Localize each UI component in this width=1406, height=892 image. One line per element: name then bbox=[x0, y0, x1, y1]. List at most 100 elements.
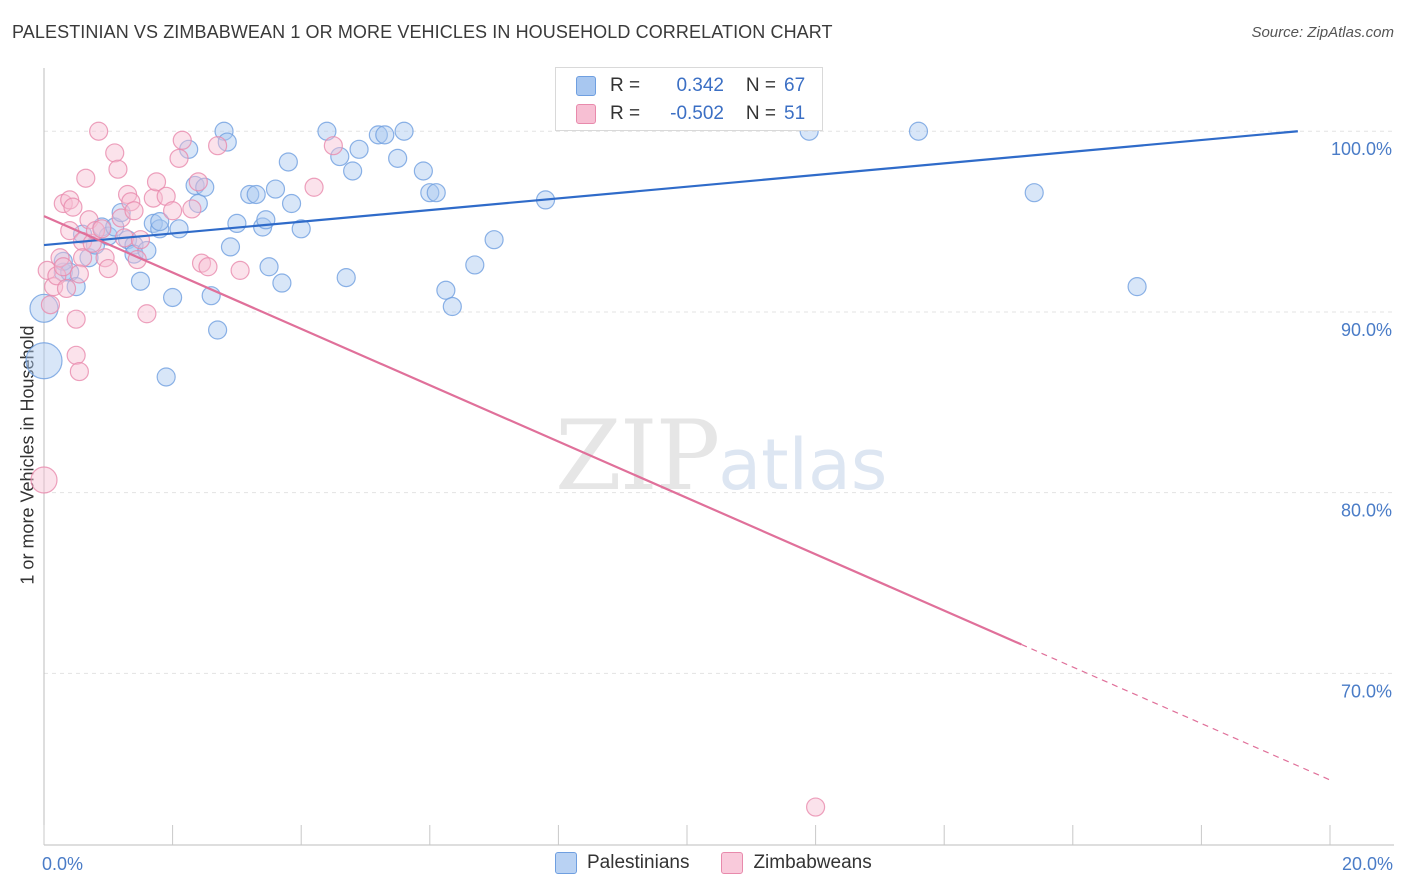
point-zimbabweans bbox=[56, 278, 77, 299]
point-zimbabweans bbox=[124, 201, 144, 221]
watermark-atlas: atlas bbox=[718, 424, 888, 506]
y-tick-label: 100.0% bbox=[1331, 139, 1392, 159]
point-zimbabweans bbox=[66, 345, 86, 365]
point-palestinians bbox=[217, 132, 237, 152]
legend-r-value: -0.502 bbox=[670, 103, 724, 124]
point-zimbabweans bbox=[89, 121, 109, 141]
point-zimbabweans bbox=[188, 172, 208, 192]
chart-title: PALESTINIAN VS ZIMBABWEAN 1 OR MORE VEHI… bbox=[12, 22, 833, 42]
point-palestinians bbox=[1024, 183, 1044, 203]
point-palestinians bbox=[368, 125, 388, 145]
x-tick-label: 0.0% bbox=[42, 854, 83, 874]
legend-swatch-zimbabweans bbox=[721, 852, 744, 874]
point-zimbabweans bbox=[95, 248, 115, 268]
point-zimbabweans bbox=[92, 219, 112, 239]
legend-row-palestinians: R = 0.342 N = 67 bbox=[576, 74, 814, 98]
point-zimbabweans bbox=[230, 260, 250, 280]
x-tick-label: 20.0% bbox=[1342, 854, 1393, 874]
point-palestinians bbox=[130, 271, 151, 291]
point-palestinians bbox=[265, 179, 286, 199]
y-tick-label: 90.0% bbox=[1341, 320, 1392, 340]
point-palestinians bbox=[465, 255, 485, 275]
point-zimbabweans bbox=[40, 295, 61, 315]
point-palestinians bbox=[169, 219, 189, 239]
point-zimbabweans bbox=[37, 260, 57, 280]
point-palestinians bbox=[336, 268, 356, 288]
point-palestinians bbox=[426, 183, 446, 203]
point-zimbabweans bbox=[304, 177, 324, 197]
point-zimbabweans bbox=[208, 136, 228, 156]
point-palestinians bbox=[281, 193, 302, 214]
point-palestinians bbox=[53, 262, 73, 282]
legend-n-label: N = bbox=[745, 75, 776, 96]
legend-row-zimbabweans: R = -0.502 N = 51 bbox=[576, 102, 814, 126]
point-zimbabweans bbox=[30, 466, 58, 494]
point-palestinians bbox=[330, 146, 350, 167]
y-tick-label: 70.0% bbox=[1341, 681, 1392, 701]
point-palestinians bbox=[163, 287, 183, 308]
point-palestinians bbox=[246, 184, 266, 205]
legend-r-label: R = bbox=[610, 75, 641, 96]
point-zimbabweans bbox=[182, 199, 202, 219]
point-palestinians bbox=[908, 121, 929, 141]
point-palestinians bbox=[240, 184, 260, 205]
point-palestinians bbox=[29, 293, 59, 323]
point-palestinians bbox=[272, 273, 292, 293]
point-palestinians bbox=[79, 248, 99, 268]
point-palestinians bbox=[343, 161, 363, 181]
point-zimbabweans bbox=[63, 197, 83, 217]
point-zimbabweans bbox=[76, 168, 96, 188]
point-zimbabweans bbox=[72, 248, 93, 268]
legend-n-value: 51 bbox=[784, 103, 806, 124]
point-zimbabweans bbox=[163, 201, 183, 221]
point-palestinians bbox=[291, 219, 311, 239]
point-palestinians bbox=[156, 367, 176, 387]
point-zimbabweans bbox=[198, 257, 218, 277]
legend-r-value: 0.342 bbox=[676, 75, 724, 96]
stats-legend: R = 0.342 N = 67 R = -0.502 N = 51 bbox=[555, 67, 823, 131]
point-zimbabweans bbox=[323, 136, 343, 156]
point-palestinians bbox=[349, 139, 369, 159]
source-label: Source: ZipAtlas.com bbox=[1251, 24, 1394, 41]
point-zimbabweans bbox=[137, 304, 157, 324]
legend-item-palestinians[interactable]: Palestinians bbox=[555, 852, 689, 874]
point-palestinians bbox=[25, 342, 63, 380]
point-palestinians bbox=[278, 152, 298, 172]
legend-n-label: N = bbox=[745, 103, 776, 124]
point-palestinians bbox=[394, 121, 414, 141]
point-palestinians bbox=[150, 211, 170, 232]
legend-item-zimbabweans[interactable]: Zimbabweans bbox=[721, 852, 872, 874]
legend-r-label: R = bbox=[610, 103, 641, 124]
point-zimbabweans bbox=[108, 159, 128, 179]
point-palestinians bbox=[185, 175, 205, 196]
point-palestinians bbox=[436, 280, 456, 300]
watermark: ZIPatlas bbox=[555, 400, 887, 512]
point-zimbabweans bbox=[53, 257, 73, 277]
point-palestinians bbox=[375, 125, 395, 145]
legend-n-value: 67 bbox=[784, 75, 806, 96]
legend-label-palestinians: Palestinians bbox=[587, 852, 690, 873]
legend-swatch-palestinians bbox=[555, 852, 577, 874]
legend-swatch-zimbabweans bbox=[576, 104, 596, 124]
point-zimbabweans bbox=[105, 143, 125, 163]
point-zimbabweans bbox=[169, 148, 189, 168]
point-zimbabweans bbox=[53, 193, 73, 214]
watermark-zip: ZIP bbox=[555, 400, 720, 512]
point-palestinians bbox=[484, 230, 504, 250]
point-palestinians bbox=[442, 296, 462, 317]
point-palestinians bbox=[1127, 277, 1147, 297]
point-palestinians bbox=[259, 257, 279, 277]
point-zimbabweans bbox=[191, 253, 212, 273]
point-zimbabweans bbox=[805, 797, 826, 817]
point-palestinians bbox=[220, 237, 241, 257]
point-palestinians bbox=[227, 213, 247, 233]
point-zimbabweans bbox=[98, 258, 118, 279]
point-zimbabweans bbox=[69, 361, 89, 382]
point-zimbabweans bbox=[66, 309, 86, 329]
point-zimbabweans bbox=[146, 172, 167, 192]
series-legend: Palestinians Zimbabweans bbox=[555, 852, 904, 874]
point-zimbabweans bbox=[172, 130, 192, 150]
legend-swatch-palestinians bbox=[576, 76, 596, 96]
point-palestinians bbox=[388, 148, 408, 168]
